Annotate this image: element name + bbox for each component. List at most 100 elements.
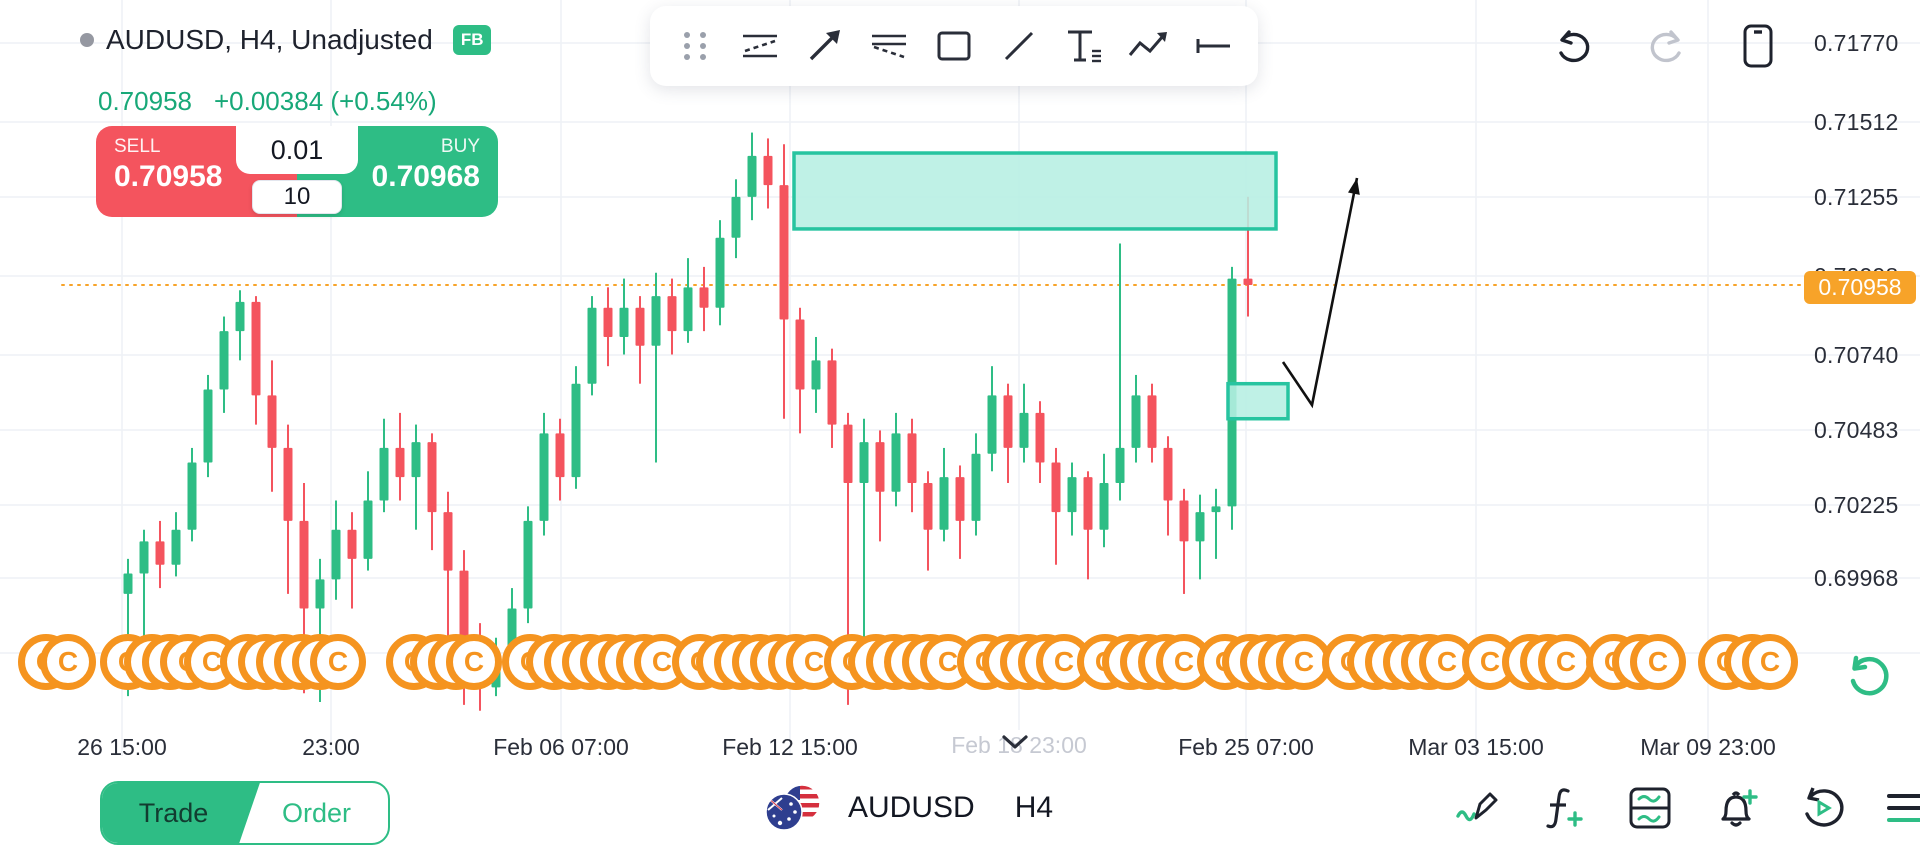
candle-body xyxy=(1035,412,1045,463)
candle-body xyxy=(459,570,469,647)
toggle-active-background xyxy=(102,783,260,843)
trade-tab[interactable]: Trade xyxy=(138,797,209,828)
candle-body xyxy=(603,307,613,337)
rectangle-icon[interactable] xyxy=(931,23,977,69)
candle-body xyxy=(395,447,405,478)
candle-body xyxy=(1243,278,1253,285)
candle-body xyxy=(363,500,373,559)
candle-body xyxy=(699,287,709,308)
time-label: 26 15:00 xyxy=(77,734,167,760)
price-label: 0.70225 xyxy=(1814,492,1899,518)
last-price: 0.70958 xyxy=(98,86,192,116)
redo-button[interactable] xyxy=(1644,24,1688,68)
candle-body xyxy=(171,529,181,565)
lot-size-field[interactable]: 0.01 xyxy=(236,126,358,174)
top-right-controls xyxy=(1552,20,1792,72)
draw-pencil-icon[interactable] xyxy=(1452,782,1504,834)
projection-arrow-head xyxy=(1348,178,1360,195)
candle-body xyxy=(667,296,677,332)
polyline-arrow-icon[interactable] xyxy=(1125,23,1171,69)
scroll-down-chevron-icon[interactable] xyxy=(1001,734,1029,755)
candle-body xyxy=(251,301,261,396)
bottom-symbol[interactable]: AUDUSD xyxy=(848,791,975,824)
candle-body xyxy=(267,395,277,448)
candle-body xyxy=(987,395,997,454)
deviation-field[interactable]: 10 xyxy=(252,180,342,214)
bottom-bar: Trade Order xyxy=(0,770,1920,864)
candle-body xyxy=(555,433,565,478)
order-tab[interactable]: Order xyxy=(281,797,352,828)
indicators-fx-icon[interactable] xyxy=(1538,782,1590,834)
price-label: 0.71255 xyxy=(1814,184,1899,210)
layout-split-icon[interactable] xyxy=(1624,782,1676,834)
candle-body xyxy=(779,185,789,320)
candle-body xyxy=(731,196,741,238)
symbol-header[interactable]: AUDUSD, H4, Unadjusted FB xyxy=(80,24,492,56)
candle-body xyxy=(1083,477,1093,530)
time-axis[interactable]: 26 15:00 23:00 Feb 06 07:00 Feb 12 15:00 Feb… xyxy=(0,720,1920,761)
phone-frame-button[interactable] xyxy=(1736,24,1780,68)
current-price-tag: 0.70958 xyxy=(1804,271,1916,304)
candle-body xyxy=(827,360,837,425)
time-label: Feb 25 07:00 xyxy=(1178,734,1314,760)
trade-order-toggle: Trade Order xyxy=(100,781,390,845)
text-icon[interactable] xyxy=(1061,23,1107,69)
candle-body xyxy=(939,477,949,530)
candle-body xyxy=(971,453,981,521)
candle-body xyxy=(1051,462,1061,513)
candle-body xyxy=(1019,412,1029,448)
parallel-channel-up-icon[interactable] xyxy=(737,23,783,69)
candle-body xyxy=(859,442,869,483)
candle-body xyxy=(539,433,549,521)
time-label: Mar 09 23:00 xyxy=(1640,734,1776,760)
price-label: 0.70740 xyxy=(1814,342,1899,368)
trend-line-icon[interactable] xyxy=(996,23,1042,69)
status-dot xyxy=(80,33,94,47)
candle-body xyxy=(427,442,437,513)
candle-body xyxy=(923,482,933,530)
horizontal-ray-icon[interactable] xyxy=(1190,23,1236,69)
time-label: Mar 03 15:00 xyxy=(1408,734,1544,760)
candle-body xyxy=(187,462,197,530)
price-change: +0.00384 (+0.54%) xyxy=(213,86,437,116)
bottom-timeframe[interactable]: H4 xyxy=(1014,791,1054,824)
candle-body xyxy=(123,573,133,594)
candle-body xyxy=(875,442,885,492)
audusd-flags-icon xyxy=(760,782,826,834)
candle-body xyxy=(587,307,597,384)
candle-body xyxy=(1195,512,1205,542)
price-scale[interactable]: 0.717700.715120.712550.709980.707400.704… xyxy=(1804,0,1920,770)
candle-body xyxy=(203,389,213,463)
candle-body xyxy=(1099,482,1109,530)
alert-bell-add-icon[interactable] xyxy=(1710,782,1762,834)
candle-body xyxy=(219,331,229,390)
chart-svg xyxy=(0,0,1920,756)
candle-body xyxy=(651,296,661,346)
supply-zone[interactable] xyxy=(792,151,1278,231)
arrow-icon[interactable] xyxy=(802,23,848,69)
candle-body xyxy=(571,383,581,478)
drag-handle-icon[interactable] xyxy=(672,23,718,69)
candle-body xyxy=(411,442,421,478)
symbol-selector[interactable]: AUDUSD H4 xyxy=(760,782,1053,834)
broker-badge[interactable]: FB xyxy=(452,25,492,55)
candle-body xyxy=(507,608,517,659)
candle-body xyxy=(891,433,901,492)
parallel-channel-down-icon[interactable] xyxy=(866,23,912,69)
undo-button[interactable] xyxy=(1552,24,1596,68)
projection-arrow[interactable] xyxy=(1281,177,1359,409)
price-label: 0.71512 xyxy=(1814,109,1899,135)
price-label: 0.70483 xyxy=(1814,417,1899,443)
bar-replay-icon[interactable] xyxy=(1796,782,1848,834)
symbol-title: AUDUSD, H4, Unadjusted xyxy=(106,24,433,55)
candle-body xyxy=(1131,395,1141,448)
candle-body xyxy=(475,646,485,688)
candle-body xyxy=(299,520,309,609)
drawing-toolbar xyxy=(650,6,1258,86)
demand-zone[interactable] xyxy=(1226,381,1290,421)
menu-icon[interactable] xyxy=(1882,782,1920,834)
candle-body xyxy=(747,155,757,197)
candle-body xyxy=(635,307,645,346)
reset-chart-button[interactable] xyxy=(1840,650,1896,706)
